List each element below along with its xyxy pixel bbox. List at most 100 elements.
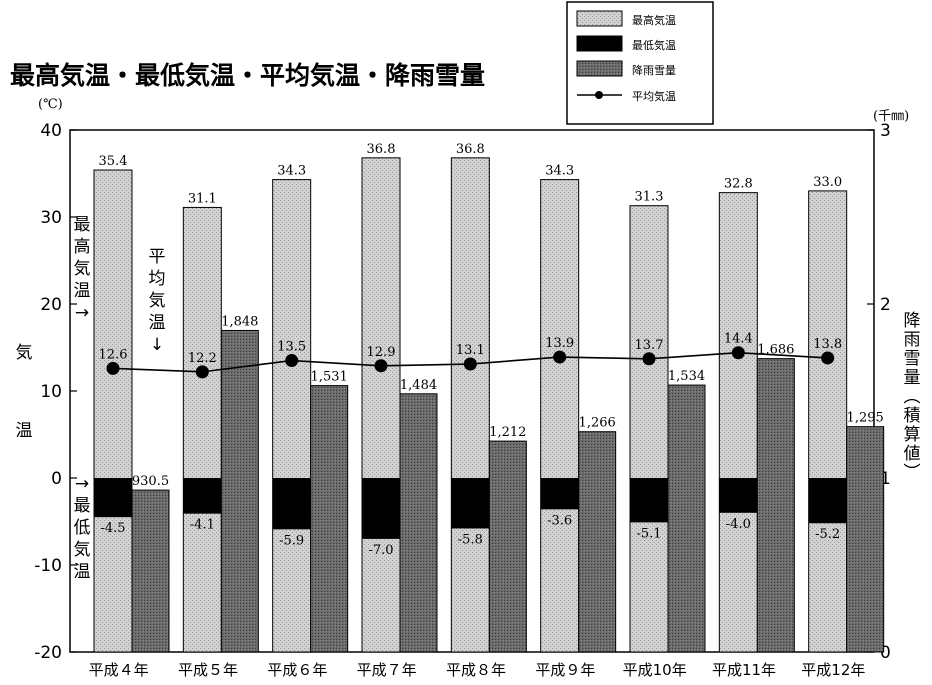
max-temp-bar xyxy=(450,157,490,653)
right-tick-label: 2 xyxy=(880,295,891,315)
avg-temp-point xyxy=(285,354,299,368)
annotation-max-temp-char: 気 xyxy=(74,259,91,279)
left-tick-label: 30 xyxy=(40,208,62,228)
right-axis-title-char: 算 xyxy=(904,425,921,445)
max-temp-bar xyxy=(540,179,580,653)
legend-label: 最低気温 xyxy=(632,38,676,52)
annotation-avg-temp-char: 平 xyxy=(149,247,166,267)
right-axis-title-char: ︵ xyxy=(904,387,921,407)
annotation-max-temp-char: → xyxy=(75,303,89,323)
precip-label: 1,534 xyxy=(668,369,705,384)
category-label: 平成10年 xyxy=(623,661,687,679)
min-temp-label: -5.9 xyxy=(279,533,304,548)
annotation-max-temp-char: 高 xyxy=(74,237,91,257)
right-axis-title: 降雨雪量︵積算値︶ xyxy=(904,311,921,483)
max-temp-label: 35.4 xyxy=(99,154,128,169)
precip-bar xyxy=(131,489,170,653)
annotations-layer: 最高気温→平均気温↓→最低気温 xyxy=(74,215,166,582)
min-temp-bar xyxy=(808,478,847,524)
legend-line-marker xyxy=(595,91,603,99)
category-label: 平成６年 xyxy=(267,661,327,679)
annotation-avg-temp-char: 温 xyxy=(149,313,166,333)
left-axis-unit: (℃) xyxy=(38,97,63,112)
annotation-avg-temp-char: 気 xyxy=(149,291,166,311)
category-label: 平成５年 xyxy=(178,661,238,679)
right-tick-label: 0 xyxy=(880,643,891,663)
precip-label: 1,686 xyxy=(757,343,794,358)
left-tick-label: 40 xyxy=(40,121,62,141)
avg-temp-point xyxy=(731,346,745,360)
avg-temp-point xyxy=(463,357,477,371)
left-tick-label: 0 xyxy=(51,469,62,489)
right-axis-unit: (千㎜) xyxy=(873,109,909,124)
precip-label: 1,295 xyxy=(847,411,884,426)
avg-temp-point xyxy=(642,352,656,366)
precip-bar xyxy=(846,426,885,653)
right-axis-title-char: 量 xyxy=(904,368,921,388)
precip-label: 1,848 xyxy=(221,314,258,329)
category-label: 平成12年 xyxy=(801,661,865,679)
precip-label: 1,484 xyxy=(400,378,437,393)
right-axis-title-char: 雪 xyxy=(904,349,921,369)
legend-label: 平均気温 xyxy=(632,89,676,103)
annotation-max-temp: 最高気温→ xyxy=(74,215,91,323)
min-temp-bar xyxy=(94,478,132,518)
right-axis-title-char: 値 xyxy=(904,444,921,464)
min-temp-label: -4.0 xyxy=(726,517,751,532)
precip-label: 930.5 xyxy=(132,474,169,489)
precip-bar xyxy=(667,384,706,653)
left-tick-label: 20 xyxy=(40,295,62,315)
min-temp-label: -3.6 xyxy=(547,513,572,528)
max-temp-label: 32.8 xyxy=(724,177,753,192)
min-temp-bar xyxy=(630,478,668,523)
annotation-max-temp-char: 温 xyxy=(74,281,91,301)
annotation-min-temp: →最低気温 xyxy=(74,474,91,582)
avg-temp-point xyxy=(195,365,209,379)
annotation-max-temp-char: 最 xyxy=(74,215,91,235)
annotation-min-temp-char: → xyxy=(75,474,89,494)
left-axis-title-char: 気 xyxy=(16,343,33,363)
precip-bar xyxy=(310,385,349,653)
min-temp-bar xyxy=(451,478,490,529)
right-axis-title-char: 雨 xyxy=(904,330,921,350)
precip-bar xyxy=(756,358,795,653)
max-temp-bar xyxy=(272,179,312,653)
left-tick-label: -20 xyxy=(34,643,62,663)
avg-temp-point xyxy=(106,361,120,375)
left-axis-title: 気温 xyxy=(16,343,33,441)
min-temp-label: -5.2 xyxy=(815,527,840,542)
max-temp-bar xyxy=(629,205,669,653)
annotation-avg-temp-char: 均 xyxy=(149,269,166,289)
max-temp-label: 36.8 xyxy=(367,142,396,157)
right-axis-title-char: 積 xyxy=(904,406,921,426)
min-temp-label: -5.8 xyxy=(458,532,483,547)
avg-temp-label: 13.8 xyxy=(813,337,842,352)
max-temp-bar xyxy=(718,192,758,653)
avg-temp-label: 13.9 xyxy=(545,336,574,351)
legend-swatch xyxy=(576,35,623,52)
legend-swatch xyxy=(576,60,623,77)
annotation-avg-temp-char: ↓ xyxy=(150,335,164,355)
legend-label: 最高気温 xyxy=(632,13,676,27)
category-label: 平成８年 xyxy=(446,661,506,679)
chart-title: 最高気温・最低気温・平均気温・降雨雪量 xyxy=(10,61,485,90)
legend-label: 降雨雪量 xyxy=(632,63,676,77)
min-temp-bar xyxy=(272,478,311,530)
annotation-min-temp-char: 最 xyxy=(74,496,91,516)
legend-swatch xyxy=(576,10,623,27)
data-labels-layer: 35.4 -4.5 930.5 31.1 -4.1 1,848 34.3 -5.9 1,531 3… xyxy=(99,142,884,558)
left-tick-label: -10 xyxy=(34,556,62,576)
min-temp-label: -5.1 xyxy=(636,526,661,541)
precip-bar xyxy=(220,329,259,653)
category-label: 平成９年 xyxy=(535,661,595,679)
avg-temp-label: 13.7 xyxy=(635,338,664,353)
category-label: 平成７年 xyxy=(357,661,417,679)
min-temp-bar xyxy=(540,478,579,510)
max-temp-bar xyxy=(182,206,222,653)
avg-temp-label: 12.6 xyxy=(99,347,128,362)
precip-bar xyxy=(488,440,527,653)
max-temp-label: 36.8 xyxy=(456,142,485,157)
left-axis-title-char: 温 xyxy=(16,421,33,441)
